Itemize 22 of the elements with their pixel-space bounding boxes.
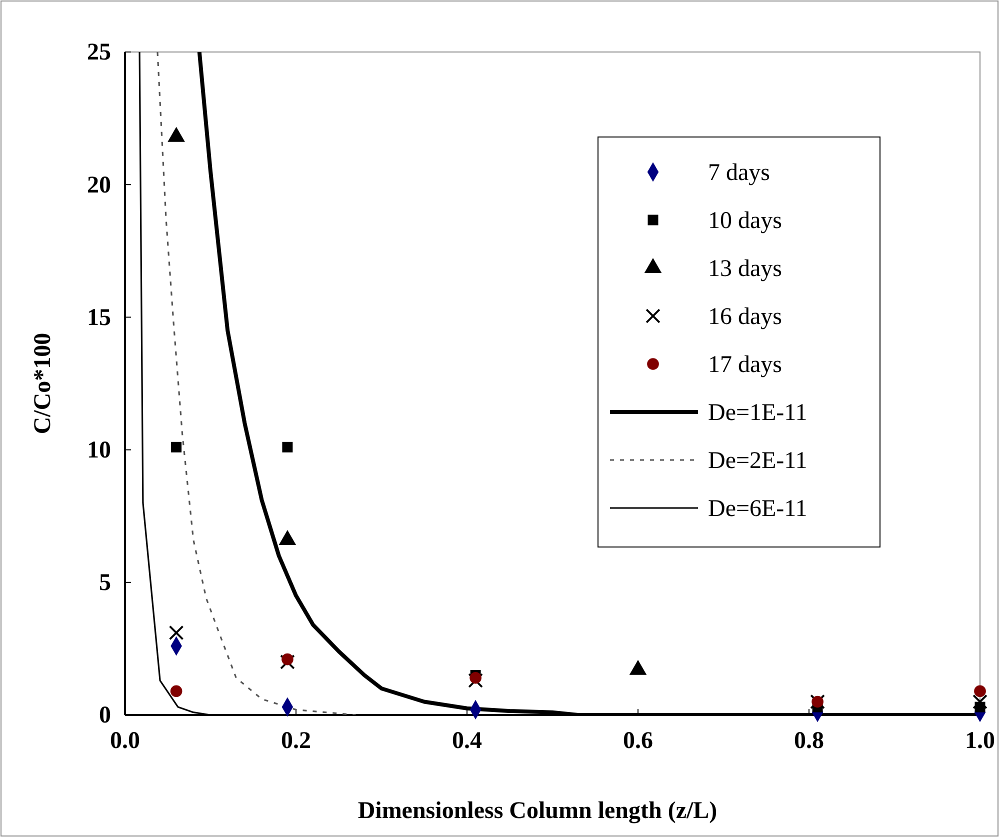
x-axis-title: Dimensionless Column length (z/L) — [358, 798, 718, 824]
legend-label: De=2E-11 — [708, 448, 808, 474]
legend-label: 17 days — [708, 352, 782, 378]
x-tick-label: 0.0 — [110, 728, 140, 754]
x-tick-label: 0.4 — [452, 728, 482, 754]
legend-label: 7 days — [708, 160, 770, 186]
legend-label: 10 days — [708, 208, 782, 234]
y-tick-label: 25 — [87, 40, 111, 66]
y-tick-label: 5 — [99, 570, 111, 596]
y-tick-label: 10 — [87, 437, 111, 464]
x-tick-label: 0.2 — [281, 728, 311, 754]
x-tick-label: 1.0 — [965, 728, 995, 754]
y-tick-label: 15 — [87, 304, 111, 331]
legend-label: 13 days — [708, 256, 782, 282]
y-tick-label: 0 — [99, 702, 111, 729]
legend-label: De=6E-11 — [708, 496, 808, 522]
y-tick-label: 20 — [87, 172, 111, 198]
y-axis-title: C/Co*100 — [30, 332, 56, 434]
x-tick-label: 0.6 — [623, 728, 653, 754]
legend-label: De=1E-11 — [708, 400, 808, 426]
x-tick-label: 0.8 — [794, 728, 824, 754]
legend-label: 16 days — [708, 304, 782, 330]
